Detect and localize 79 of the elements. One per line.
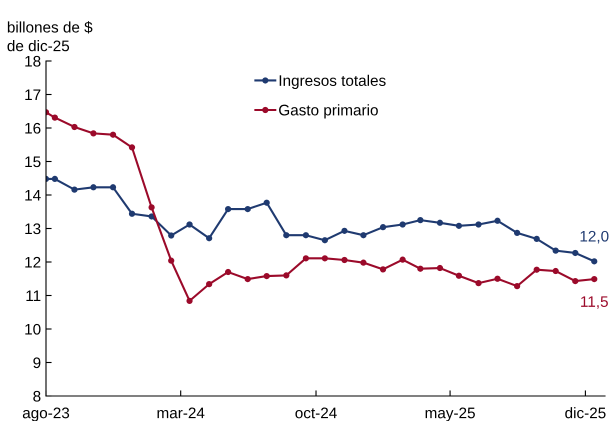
y-tick-label: 12 <box>25 256 40 268</box>
y-tick-label: 17 <box>25 90 40 100</box>
point <box>168 232 174 239</box>
point <box>456 222 462 229</box>
y-tick-label: 18 <box>25 56 40 67</box>
point <box>206 280 212 288</box>
point <box>534 236 540 242</box>
y-tick-label: 10 <box>25 324 41 335</box>
y-tick-label: 15 <box>25 156 40 168</box>
point <box>591 258 598 264</box>
point <box>206 235 212 242</box>
legend-label: Gasto primario <box>279 104 378 119</box>
y-tick-label: 13 <box>25 223 40 234</box>
point <box>400 221 406 228</box>
point <box>52 176 58 182</box>
point <box>148 213 155 220</box>
y-tick-label: 11 <box>26 290 40 302</box>
point <box>128 210 136 217</box>
point <box>400 256 406 263</box>
point <box>475 280 482 286</box>
point <box>572 278 578 284</box>
point <box>494 276 501 282</box>
point <box>514 230 520 236</box>
point <box>71 124 78 130</box>
point <box>552 268 559 274</box>
y-axis-title: billones de $ de dic-25 <box>8 21 92 52</box>
point <box>186 221 193 228</box>
point <box>71 186 78 193</box>
point <box>494 218 501 224</box>
point <box>244 276 251 282</box>
x-tick-label: dic-25 <box>565 407 606 418</box>
x-tick-label: ago-23 <box>22 408 70 421</box>
point <box>90 184 97 190</box>
point <box>52 114 58 121</box>
point <box>110 132 116 138</box>
point <box>90 130 97 136</box>
point <box>572 250 578 256</box>
point <box>224 206 232 212</box>
point <box>110 184 116 190</box>
point <box>322 237 328 244</box>
point <box>456 272 462 279</box>
point <box>436 264 444 272</box>
point <box>380 266 386 272</box>
point <box>302 255 310 262</box>
point <box>302 232 310 238</box>
point <box>514 282 520 290</box>
y-tick-label: 16 <box>25 122 40 134</box>
annotation: 12,0 <box>580 230 609 244</box>
y-tick-label: 8 <box>33 390 40 402</box>
y-tick-label: 14 <box>25 190 41 201</box>
point <box>283 232 290 238</box>
point <box>128 144 136 151</box>
point <box>591 276 598 282</box>
point <box>436 220 444 226</box>
point <box>341 256 348 264</box>
point <box>417 266 424 272</box>
point <box>148 204 155 211</box>
point <box>264 200 270 206</box>
legend-label: Ingresos totales <box>280 74 386 89</box>
annotation: 11,5 <box>581 296 608 309</box>
point <box>360 260 367 266</box>
point <box>168 258 174 264</box>
point <box>552 247 559 254</box>
point <box>417 217 424 224</box>
point <box>380 224 386 230</box>
point <box>322 255 328 262</box>
point <box>341 228 348 234</box>
point <box>360 232 367 238</box>
point <box>244 206 251 212</box>
y-tick-label: 9 <box>33 357 40 368</box>
x-tick-label: mar-24 <box>158 408 204 418</box>
x-tick-label: may-25 <box>426 408 475 421</box>
point <box>186 298 193 304</box>
point <box>224 268 232 276</box>
x-tick-label: oct-24 <box>295 408 337 418</box>
point <box>475 221 482 228</box>
point <box>534 266 540 273</box>
point <box>264 272 270 280</box>
point <box>283 272 290 279</box>
